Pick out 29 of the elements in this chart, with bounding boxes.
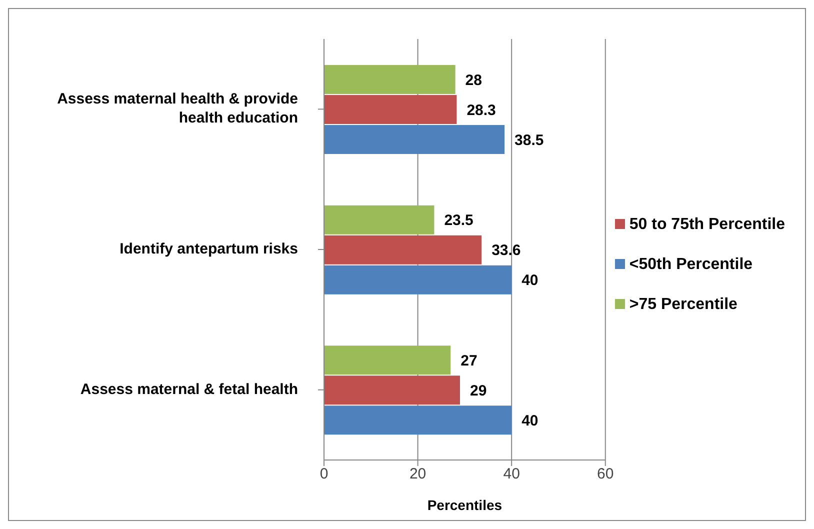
data-label: 28.3	[466, 102, 496, 119]
bar	[324, 205, 434, 234]
data-label: 40	[522, 412, 538, 430]
bar	[324, 65, 456, 94]
bar	[324, 376, 460, 405]
x-tick-label: 0	[320, 466, 328, 483]
bar	[324, 235, 482, 264]
x-tick-label: 40	[503, 466, 520, 483]
bar	[324, 346, 451, 375]
bar	[324, 125, 505, 154]
legend-label: <50th Percentile	[629, 256, 753, 272]
data-label: 23.5	[444, 212, 474, 230]
y-tick-label: Assess maternal & fetal health	[80, 380, 298, 398]
x-tick-label: 60	[597, 466, 614, 483]
bar	[324, 95, 457, 124]
x-axis-title: Percentiles	[427, 497, 502, 513]
bar	[324, 406, 512, 435]
y-tick-label: Assess maternal health & provide health education	[57, 90, 298, 127]
data-label: 33.6	[492, 242, 521, 260]
bar	[324, 265, 512, 294]
data-label: 38.5	[514, 132, 544, 149]
y-tick-label: Identify antepartum risks	[120, 240, 298, 258]
data-label: 40	[522, 272, 538, 290]
x-tick-label: 20	[409, 466, 426, 483]
data-label: 29	[470, 382, 487, 400]
legend-label: >75 Percentile	[629, 296, 738, 312]
legend-label: 50 to 75th Percentile	[629, 216, 785, 232]
data-label: 27	[460, 352, 478, 370]
data-label: 28	[465, 72, 482, 89]
